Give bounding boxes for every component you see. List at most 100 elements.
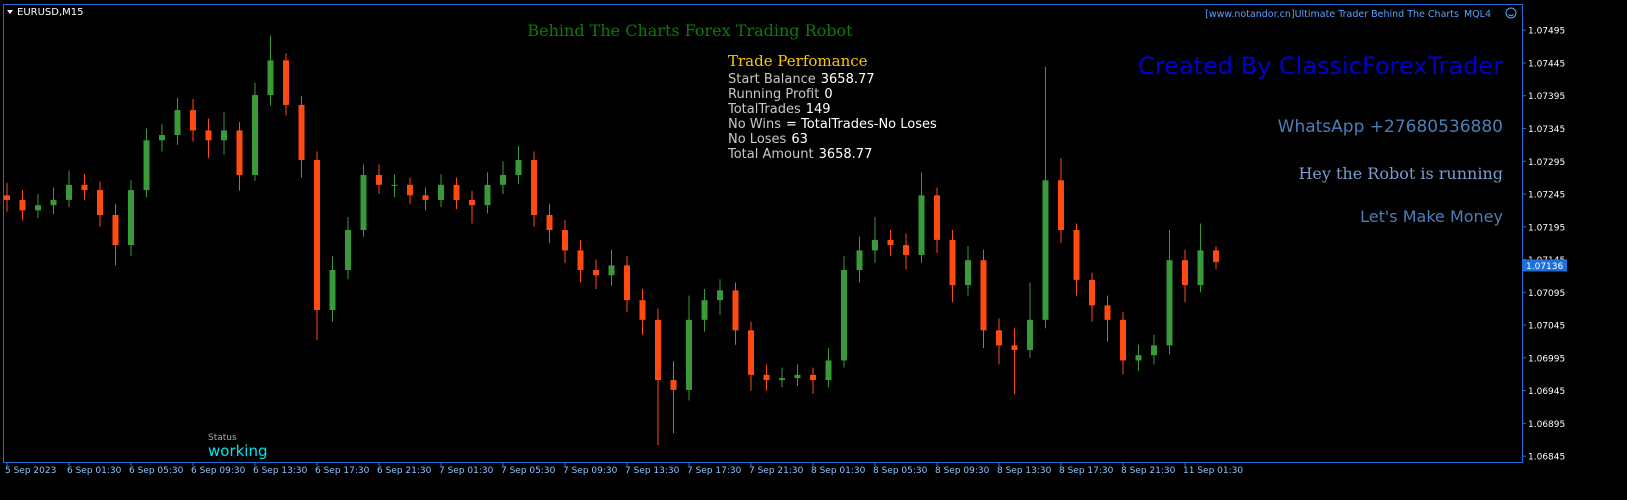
row-label: Start Balance	[728, 72, 816, 87]
candle-body	[655, 319, 661, 381]
candle-body	[887, 239, 894, 246]
row-value: 3658.77	[821, 72, 875, 87]
performance-row: No Loses 63	[728, 132, 808, 147]
performance-row: No Wins = TotalTrades-No Loses	[728, 117, 937, 132]
candle-body	[965, 260, 971, 286]
y-tick-label: 1.07345	[1528, 125, 1565, 135]
row-label: TotalTrades	[727, 102, 801, 117]
candle-body	[35, 205, 41, 211]
smiley-mouth	[1508, 14, 1514, 17]
slogan: Let's Make Money	[1360, 207, 1503, 226]
x-tick-label: 7 Sep 05:30	[501, 466, 556, 476]
candle-body	[81, 184, 88, 191]
performance-row: Running Profit 0	[728, 87, 833, 102]
candle-body	[562, 230, 568, 251]
candle-body	[717, 290, 723, 301]
candle-body	[128, 190, 134, 246]
x-tick-label: 7 Sep 17:30	[687, 466, 742, 476]
x-tick-label: 8 Sep 17:30	[1059, 466, 1114, 476]
candle-body	[763, 374, 770, 381]
candle-body	[577, 250, 584, 271]
candle-body	[298, 104, 305, 160]
candle-body	[143, 140, 150, 191]
y-tick-label: 1.06845	[1528, 453, 1565, 463]
robot-title: Behind The Charts Forex Trading Robot	[527, 21, 853, 40]
candle-body	[608, 265, 615, 276]
row-value: 0	[824, 87, 832, 102]
candle-body	[856, 250, 863, 271]
candle-body	[453, 184, 460, 200]
plot-frame	[3, 4, 1523, 463]
indicator-title: [www.notandor.cn]Ultimate Trader Behind …	[1205, 9, 1491, 20]
candle-body	[825, 360, 832, 381]
candle-body	[19, 199, 26, 211]
candle-body	[515, 159, 522, 176]
candle-body	[190, 110, 196, 131]
y-tick-label: 1.07095	[1528, 289, 1565, 299]
row-value: = TotalTrades-No Loses	[786, 117, 937, 132]
candle-body	[422, 195, 429, 200]
candle-body	[1166, 260, 1173, 346]
candle-body	[1182, 260, 1188, 286]
y-tick-label: 1.07445	[1528, 59, 1565, 69]
candle-body	[329, 270, 336, 310]
candle-body	[236, 130, 243, 176]
candle-body	[112, 214, 119, 246]
x-tick-label: 8 Sep 13:30	[997, 466, 1052, 476]
candle-body	[593, 270, 599, 276]
y-tick-label: 1.07245	[1528, 191, 1565, 201]
candle-body	[469, 199, 475, 206]
candle-body	[97, 190, 103, 215]
y-tick-label: 1.06895	[1528, 420, 1565, 430]
x-tick-label: 6 Sep 21:30	[377, 466, 432, 476]
performance-title: Trade Perfomance	[728, 52, 868, 70]
performance-row: Total Amount 3658.77	[727, 147, 872, 162]
candle-body	[391, 184, 398, 186]
candle-body	[918, 195, 925, 255]
candle-body	[546, 214, 553, 231]
candle-body	[407, 184, 413, 196]
y-tick-label: 1.07045	[1528, 322, 1565, 332]
candle-body	[267, 60, 274, 96]
row-value: 3658.77	[819, 147, 873, 162]
x-tick-label: 8 Sep 05:30	[873, 466, 928, 476]
candle-body	[748, 330, 754, 375]
candles	[4, 35, 1219, 445]
candle-body	[1089, 279, 1095, 306]
x-tick-label: 6 Sep 01:30	[67, 466, 122, 476]
y-tick-label: 1.07195	[1528, 223, 1565, 233]
candle-body	[438, 184, 444, 200]
last-price-box	[1523, 259, 1567, 272]
row-value: 149	[806, 102, 831, 117]
candle-body	[345, 230, 351, 271]
candle-body	[639, 300, 646, 320]
created-by: Created By ClassicForexTrader	[1138, 52, 1503, 80]
candle-body	[949, 239, 956, 286]
candle-body	[1073, 230, 1080, 280]
candle-body	[1120, 319, 1126, 361]
smiley	[1505, 7, 1517, 19]
candle-body	[1058, 180, 1064, 231]
y-tick-label: 1.06995	[1528, 354, 1565, 364]
row-label: Running Profit	[728, 87, 819, 102]
x-tick-label: 7 Sep 21:30	[749, 466, 804, 476]
x-tick-label: 5 Sep 2023	[5, 466, 56, 476]
x-tick-label: 7 Sep 01:30	[439, 466, 494, 476]
indicator-name: [www.notandor.cn]Ultimate Trader Behind …	[1205, 9, 1459, 20]
candle-body	[376, 175, 382, 185]
candle-body	[1213, 250, 1219, 263]
performance-row: TotalTrades 149	[727, 102, 831, 117]
y-tick-label: 1.06945	[1528, 387, 1565, 397]
y-tick-label: 1.07395	[1528, 92, 1565, 102]
candle-body	[996, 330, 1002, 346]
candle-body	[252, 95, 258, 176]
candle-body	[1197, 250, 1204, 286]
candle-body	[810, 374, 816, 381]
candle-body	[1135, 355, 1142, 361]
candle-body	[4, 195, 10, 200]
whatsapp: WhatsApp +27680536880	[1278, 117, 1503, 137]
candle-body	[903, 245, 909, 255]
candle-body	[531, 159, 537, 215]
candle-body	[701, 300, 708, 320]
